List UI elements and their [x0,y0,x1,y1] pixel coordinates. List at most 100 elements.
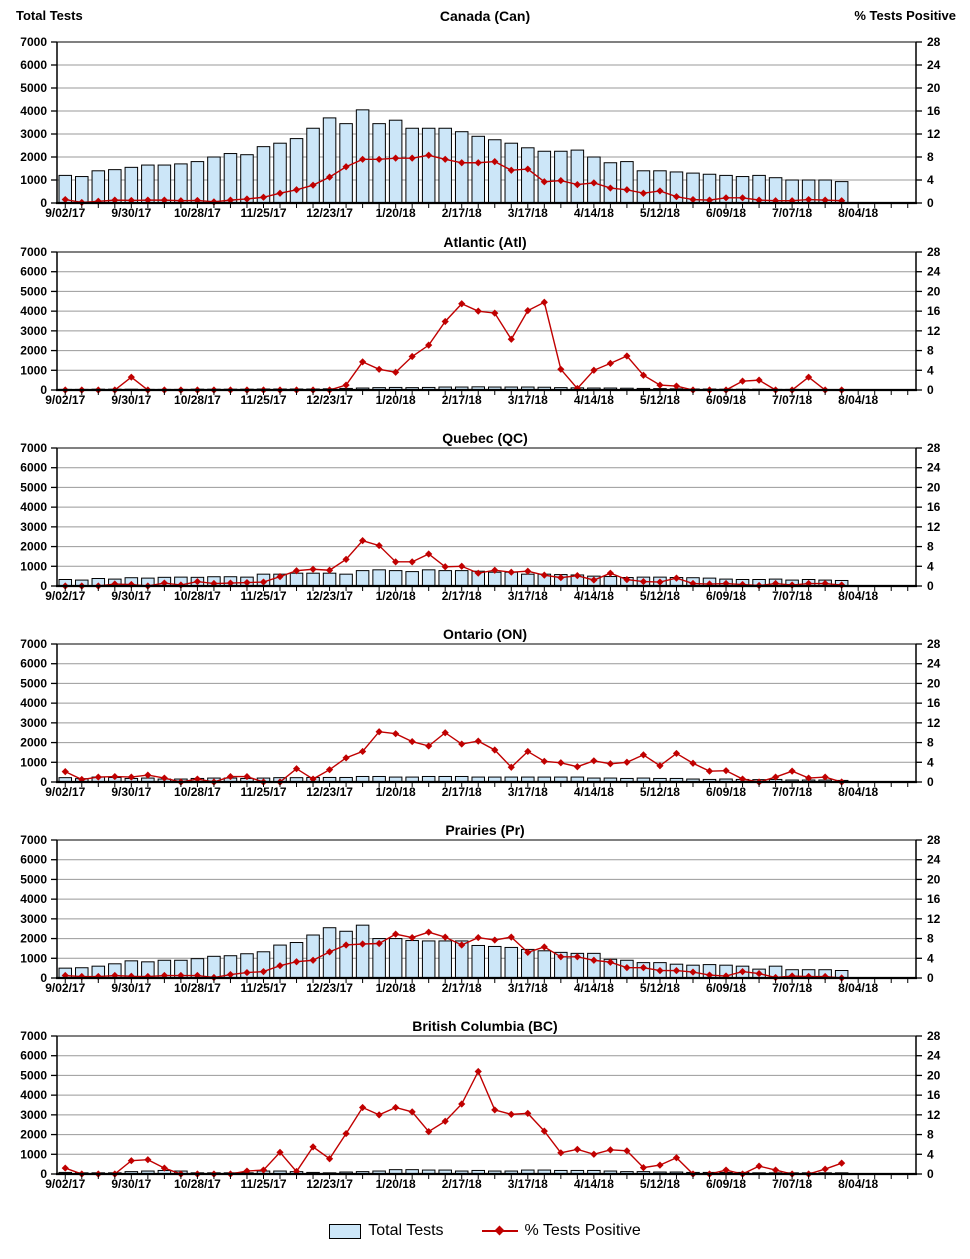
legend-total-tests-label: Total Tests [368,1222,444,1239]
svg-text:5000: 5000 [20,872,47,886]
svg-text:6000: 6000 [20,461,47,475]
svg-text:6000: 6000 [20,265,47,279]
svg-text:16: 16 [927,892,941,906]
chart-panel-quebec: Quebec (QC) 0 1000 2000 3000 4000 5000 6000 700… [0,424,970,620]
svg-text:3000: 3000 [20,324,47,338]
svg-text:9/30/17: 9/30/17 [111,981,151,995]
svg-text:24: 24 [927,265,941,279]
svg-text:7/07/18: 7/07/18 [772,981,812,995]
svg-text:0: 0 [927,196,934,210]
svg-text:11/25/17: 11/25/17 [240,981,286,995]
svg-text:28: 28 [927,35,941,49]
svg-text:4: 4 [927,951,934,965]
svg-text:1/20/18: 1/20/18 [376,206,416,220]
svg-text:9/30/17: 9/30/17 [111,785,151,799]
svg-text:4: 4 [927,559,934,573]
svg-text:4000: 4000 [20,304,47,318]
svg-text:1000: 1000 [20,363,47,377]
svg-text:3000: 3000 [20,912,47,926]
svg-text:28: 28 [927,637,941,651]
svg-text:2000: 2000 [20,344,47,358]
svg-text:11/25/17: 11/25/17 [240,393,286,407]
svg-text:12/23/17: 12/23/17 [306,981,353,995]
svg-text:12: 12 [927,520,941,534]
svg-text:7/07/18: 7/07/18 [772,206,812,220]
svg-text:12/23/17: 12/23/17 [306,393,353,407]
svg-text:3/17/18: 3/17/18 [508,1177,548,1191]
svg-text:6000: 6000 [20,657,47,671]
svg-text:9/02/17: 9/02/17 [45,393,85,407]
chart-panel-prairies: Prairies (Pr) 0 1000 2000 3000 4000 5000 6000 7… [0,816,970,1012]
svg-text:6000: 6000 [20,1049,47,1063]
svg-text:20: 20 [927,676,941,690]
svg-text:7000: 7000 [20,833,47,847]
svg-text:3/17/18: 3/17/18 [508,589,548,603]
svg-text:24: 24 [927,1049,941,1063]
svg-text:16: 16 [927,696,941,710]
svg-text:4/14/18: 4/14/18 [574,785,614,799]
svg-text:1/20/18: 1/20/18 [376,393,416,407]
svg-text:4: 4 [927,1147,934,1161]
british-columbia-chart: 0 1000 2000 3000 4000 5000 6000 7000 0 4 8 12 16 20 24… [20,1029,941,1191]
svg-text:24: 24 [927,853,941,867]
svg-text:12: 12 [927,1108,941,1122]
svg-text:11/25/17: 11/25/17 [240,1177,286,1191]
svg-text:6/09/18: 6/09/18 [706,1177,746,1191]
svg-text:4/14/18: 4/14/18 [574,206,614,220]
svg-text:4000: 4000 [20,500,47,514]
svg-text:16: 16 [927,104,941,118]
chart-panel-british-columbia: British Columbia (BC) 0 1000 2000 3000 4000 5… [0,1012,970,1208]
svg-text:8: 8 [927,344,934,358]
svg-text:8: 8 [927,540,934,554]
svg-text:1000: 1000 [20,1147,47,1161]
svg-text:2000: 2000 [20,150,47,164]
svg-text:9/30/17: 9/30/17 [111,393,151,407]
quebec-chart: 0 1000 2000 3000 4000 5000 6000 7000 0 4 8 12 16 20 24… [20,441,941,603]
svg-text:7/07/18: 7/07/18 [772,1177,812,1191]
svg-text:8: 8 [927,150,934,164]
svg-text:11/25/17: 11/25/17 [240,785,286,799]
svg-text:2/17/18: 2/17/18 [442,206,482,220]
svg-text:6000: 6000 [20,853,47,867]
svg-text:7/07/18: 7/07/18 [772,589,812,603]
svg-text:20: 20 [927,872,941,886]
svg-text:7000: 7000 [20,637,47,651]
svg-text:3/17/18: 3/17/18 [508,206,548,220]
svg-text:6/09/18: 6/09/18 [706,981,746,995]
pct-positive-line-icon [481,1225,518,1236]
svg-text:6000: 6000 [20,58,47,72]
svg-text:8/04/18: 8/04/18 [838,206,878,220]
svg-text:10/28/17: 10/28/17 [174,981,221,995]
svg-text:0: 0 [40,579,47,593]
ontario-chart: 0 1000 2000 3000 4000 5000 6000 7000 0 4 8 12 16 20 24… [20,637,941,799]
svg-text:8/04/18: 8/04/18 [838,785,878,799]
svg-text:0: 0 [40,196,47,210]
left-axis-title: Total Tests [16,8,83,23]
svg-text:11/25/17: 11/25/17 [240,206,286,220]
svg-text:4/14/18: 4/14/18 [574,393,614,407]
svg-text:9/30/17: 9/30/17 [111,1177,151,1191]
svg-text:20: 20 [927,284,941,298]
svg-text:5000: 5000 [20,284,47,298]
svg-text:9/02/17: 9/02/17 [45,1177,85,1191]
svg-text:10/28/17: 10/28/17 [174,1177,221,1191]
svg-text:24: 24 [927,657,941,671]
svg-text:24: 24 [927,58,941,72]
svg-text:8/04/18: 8/04/18 [838,393,878,407]
svg-text:8: 8 [927,736,934,750]
svg-text:10/28/17: 10/28/17 [174,393,221,407]
canada-chart: 0 1000 2000 3000 4000 5000 6000 7000 0 4 8 12 16 20 24… [20,35,941,220]
svg-text:7000: 7000 [20,441,47,455]
chart-legend: Total Tests % Tests Positive [0,1208,970,1254]
svg-text:1/20/18: 1/20/18 [376,981,416,995]
svg-text:7000: 7000 [20,35,47,49]
svg-text:1000: 1000 [20,755,47,769]
svg-text:8/04/18: 8/04/18 [838,589,878,603]
svg-text:6/09/18: 6/09/18 [706,393,746,407]
svg-text:6/09/18: 6/09/18 [706,206,746,220]
svg-text:7/07/18: 7/07/18 [772,785,812,799]
right-axis-title: % Tests Positive [854,8,956,23]
svg-text:5000: 5000 [20,676,47,690]
svg-text:0: 0 [40,383,47,397]
svg-text:0: 0 [927,971,934,985]
